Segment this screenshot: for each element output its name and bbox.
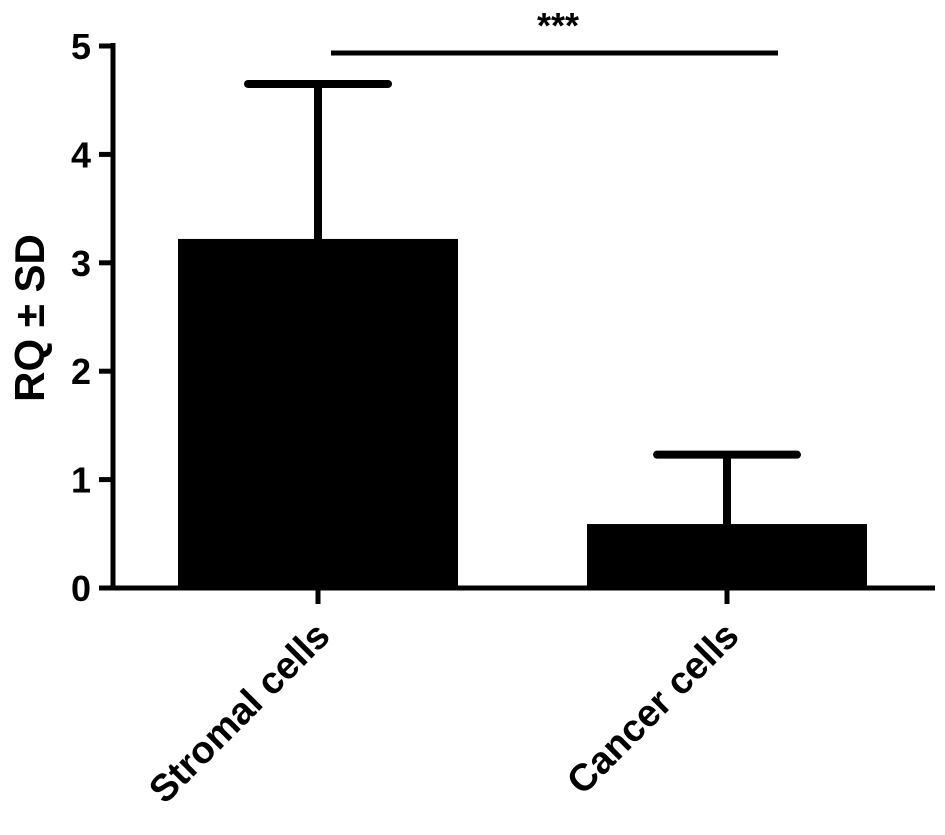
y-tick-label: 5 [71, 26, 91, 67]
error-bars [244, 79, 801, 525]
significance-label: *** [537, 5, 579, 46]
y-ticks: 0 1 2 3 4 5 [71, 26, 113, 609]
significance-annotation: *** [331, 5, 778, 56]
y-tick-label: 1 [71, 460, 91, 501]
x-category-label: Cancer cells [559, 615, 747, 803]
y-tick-label: 3 [71, 243, 91, 284]
y-tick-label: 0 [71, 568, 91, 609]
bar-cancer-cells [587, 524, 867, 588]
x-ticks: Stromal cells Cancer cells [141, 588, 747, 812]
axes [110, 43, 935, 591]
bars [178, 238, 867, 588]
bar-stromal-cells [178, 238, 458, 588]
y-tick-label: 4 [71, 134, 91, 175]
y-axis-title: RQ ± SD [6, 234, 53, 402]
y-tick-label: 2 [71, 351, 91, 392]
x-category-label: Stromal cells [141, 615, 338, 812]
